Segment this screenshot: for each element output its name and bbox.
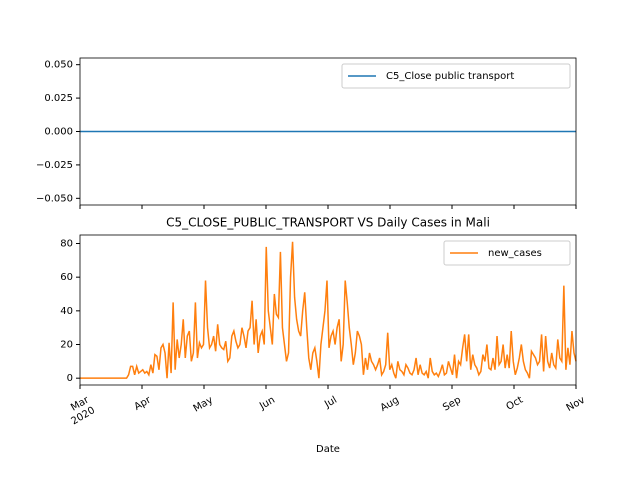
y-tick-label: 0.025 <box>44 93 73 104</box>
y-tick-label: −0.025 <box>36 160 73 171</box>
y-tick-label: 20 <box>60 340 73 351</box>
axes-frame <box>79 234 577 386</box>
x-tick-label: Aug <box>379 395 401 414</box>
x-tick-label: Jul <box>322 395 339 411</box>
legend-box <box>443 240 571 266</box>
x-tick-label: May <box>192 395 215 415</box>
x-tick-label: Oct <box>505 395 526 413</box>
y-tick-label: 80 <box>60 239 73 250</box>
y-tick-label: 0.050 <box>44 60 73 71</box>
chart-title: C5_CLOSE_PUBLIC_TRANSPORT VS Daily Cases… <box>166 216 490 230</box>
x-axis-label: Date <box>316 444 340 455</box>
y-tick-label: −0.050 <box>36 193 73 204</box>
x-tick-label: Sep <box>441 395 463 414</box>
legend-label: new_cases <box>488 248 542 259</box>
data-line <box>80 241 577 379</box>
x-tick-label: Nov <box>565 395 587 414</box>
legend-label: C5_Close public transport <box>386 71 514 82</box>
y-tick-label: 40 <box>60 306 73 317</box>
x-tick-label: Mar2020 <box>63 394 97 427</box>
x-tick-label: Jun <box>257 395 277 413</box>
x-tick-label: Apr <box>133 394 154 413</box>
axes-frame <box>79 57 577 206</box>
y-tick-label: 60 <box>60 272 73 283</box>
y-tick-label: 0.000 <box>44 127 73 138</box>
legend-box <box>341 63 571 89</box>
y-tick-label: 0 <box>67 373 73 384</box>
